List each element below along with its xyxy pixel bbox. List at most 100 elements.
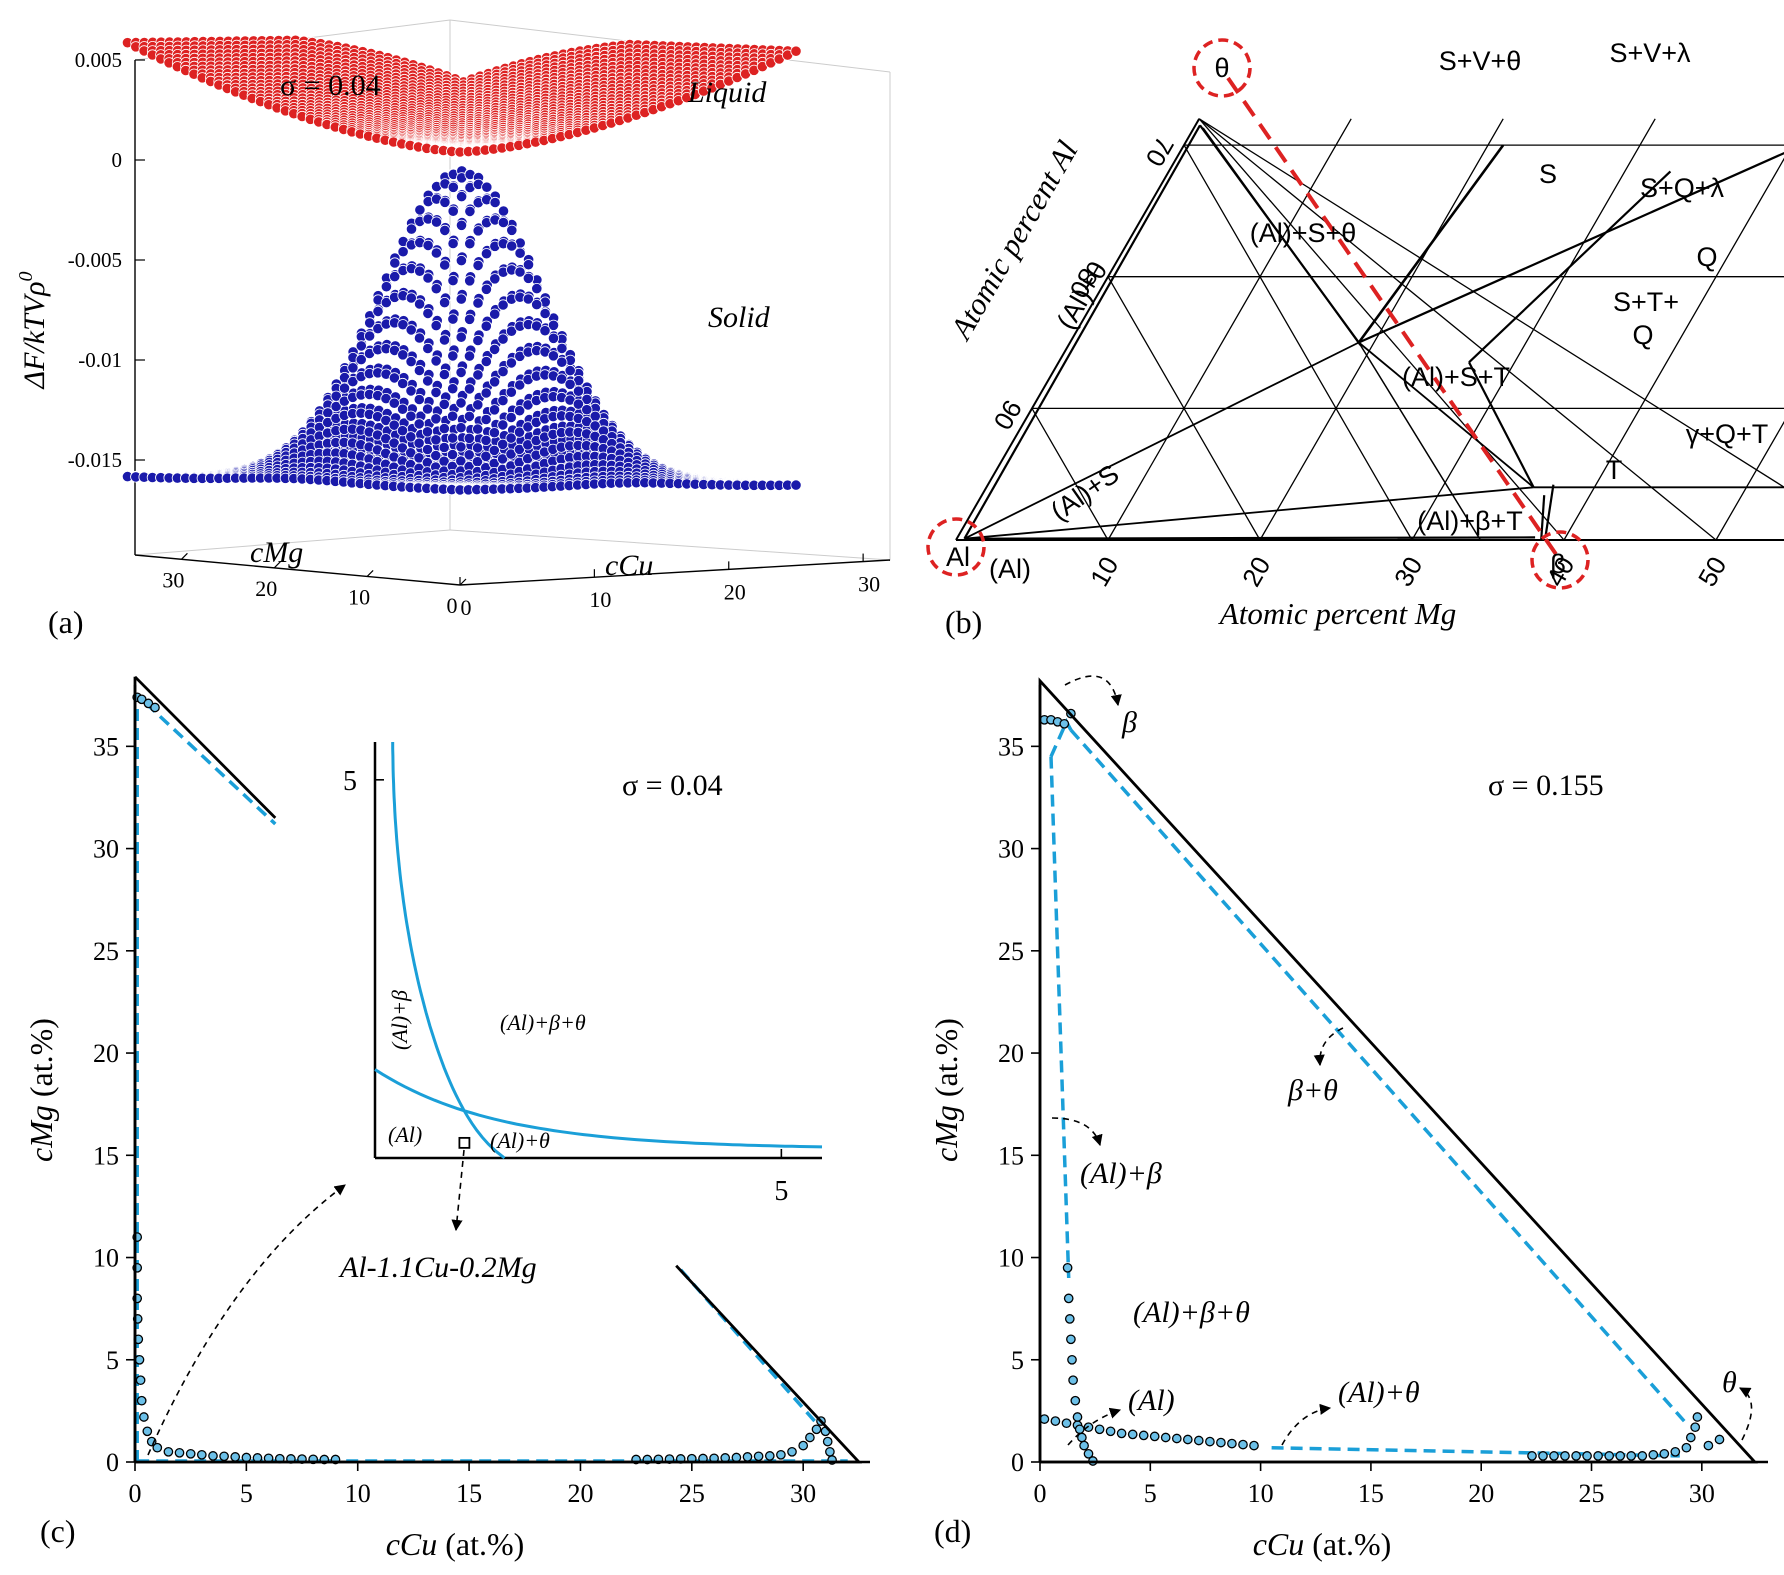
panel-b-region-labels: S+V+θ S+V+λS S+Q+λ(Al)+S+θQS+T+Q(Al)+S+Tγ+… xyxy=(946,38,1768,584)
phase-boundary-point xyxy=(1062,1262,1073,1273)
solid-surface-point xyxy=(481,181,493,193)
phase-boundary-point xyxy=(1070,1395,1081,1406)
solid-surface-point xyxy=(455,422,467,434)
inset-zoom-arrow xyxy=(147,1184,346,1456)
panel-c-x-axis-label: cCu (at.%) xyxy=(386,1526,525,1562)
z-tick-label: 0.005 xyxy=(75,48,122,72)
solid-surface-point xyxy=(531,298,543,311)
solid-surface-point xyxy=(414,204,426,216)
phase-boundary-point xyxy=(1059,718,1070,729)
panel-b-label: (b) xyxy=(945,604,982,640)
al-tick-label: 90 xyxy=(988,395,1028,435)
solid-surface-point xyxy=(531,282,543,295)
iso-al-line xyxy=(1198,118,1565,541)
phase-boundary xyxy=(964,536,1536,540)
solid-surface-point xyxy=(581,404,593,416)
solid-surface-point xyxy=(405,431,417,443)
solid-surface-point xyxy=(464,205,476,217)
y-tick-label: 30 xyxy=(93,835,119,864)
mg-tick-label: 30 xyxy=(162,567,184,592)
panel-b-ternary-diagram: S+V+θ S+V+λS S+Q+λ(Al)+S+θQS+T+Q(Al)+S+Tγ+… xyxy=(926,38,1784,640)
x-tick-label: 10 xyxy=(1248,1479,1274,1508)
y-tick-label: 10 xyxy=(93,1244,119,1273)
phase-boundary-point xyxy=(1050,1416,1061,1426)
phase-region-label: γ+Q+T xyxy=(1686,419,1769,449)
solid-surface-point xyxy=(463,383,476,395)
phase-boundary-point xyxy=(142,1426,153,1437)
x-tick-label: 30 xyxy=(1689,1479,1715,1508)
solid-surface-point xyxy=(480,434,492,446)
solid-surface-point xyxy=(505,411,517,424)
liquid-surface-point xyxy=(790,45,802,57)
phase-boundary-point xyxy=(135,1375,146,1386)
solid-surface-point xyxy=(447,237,459,250)
mg-tick xyxy=(181,552,188,560)
solid-surface-point xyxy=(388,419,400,431)
panel-c-axes: 0 5 10 15 20 25 30 0 5 10 15 20 25 30 35 xyxy=(93,685,870,1508)
phase-boundary-point xyxy=(1560,1451,1570,1461)
phase-boundary-point xyxy=(150,702,160,713)
solid-surface-point xyxy=(547,319,560,331)
solid-surface-point xyxy=(514,266,526,278)
solid-surface-point xyxy=(438,422,450,435)
panel-c-inset: 5 5 (Al)+β (Al)+β+θ (Al) (Al)+θ Al-1.1Cu-… xyxy=(147,742,823,1456)
panel-a-mg-axis-label: cMg xyxy=(250,536,303,569)
x-tick-label: 5 xyxy=(240,1479,253,1508)
phase-boundary-point xyxy=(152,1442,163,1453)
mg-tick-label: 50 xyxy=(1692,551,1732,591)
y-tick-label: 35 xyxy=(998,732,1024,761)
solid-surface-point xyxy=(422,375,434,387)
x-tick-label: 25 xyxy=(1579,1479,1605,1508)
phase-region-label: S+V+λ xyxy=(1609,38,1691,68)
solid-surface-point xyxy=(480,355,492,368)
solid-surface-point xyxy=(497,216,509,229)
solid-surface-point xyxy=(547,350,560,362)
solid-surface-point xyxy=(488,343,501,355)
solid-surface-point xyxy=(414,265,426,277)
solid-surface-point xyxy=(472,334,484,347)
panel-d-al-beta-label: (Al)+β xyxy=(1080,1157,1162,1190)
phase-boundary-point xyxy=(1637,1451,1648,1461)
theta-point-label: θ xyxy=(1214,53,1229,83)
solid-surface-point xyxy=(513,426,526,438)
x-tick-label: 0 xyxy=(129,1479,142,1508)
panel-a-solid-label: Solid xyxy=(708,301,771,334)
solid-surface-point xyxy=(405,385,417,397)
solid-surface-point xyxy=(422,272,434,284)
phase-boundary-point xyxy=(1067,1354,1077,1365)
solid-surface-point xyxy=(556,356,568,368)
y-tick-label: 15 xyxy=(93,1141,119,1170)
phase-region-label: (Al)+β+T xyxy=(1417,506,1523,536)
solid-surface-point xyxy=(455,191,468,203)
al-tick-label: 70 xyxy=(1140,132,1180,172)
mg-tick-label: 10 xyxy=(1084,551,1124,591)
phase-region-label: S+T+ xyxy=(1613,287,1679,317)
solid-surface-point xyxy=(480,248,493,260)
y-tick-label: 0 xyxy=(106,1448,119,1477)
phase-boundary-point xyxy=(196,1449,207,1460)
panel-d-label: (d) xyxy=(934,1513,971,1549)
tie-line-dashed xyxy=(144,702,277,826)
solid-surface-point xyxy=(422,239,434,251)
panel-a-z-label: ΔF/kTVρ0 xyxy=(15,272,51,390)
phase-boundary-point xyxy=(174,1447,185,1458)
inset-x-tick-label: 5 xyxy=(774,1176,788,1207)
panel-a-cu-axis-label: cCu xyxy=(605,549,653,582)
solid-surface-point xyxy=(489,273,501,285)
y-tick-label: 30 xyxy=(998,835,1024,864)
solid-surface-point xyxy=(413,393,425,406)
solid-surface-point xyxy=(405,292,417,304)
solid-surface-point xyxy=(438,398,450,410)
phase-boundary-point xyxy=(1083,1422,1094,1433)
phase-boundary-point xyxy=(1193,1435,1204,1446)
solid-surface-point xyxy=(364,317,376,329)
solid-surface-point xyxy=(513,405,526,417)
solid-surface-point xyxy=(430,247,442,259)
inset-y-tick-label: 5 xyxy=(343,766,357,797)
panel-d-beta-theta-label: β+θ xyxy=(1287,1074,1338,1107)
cu-tick-label: 0 xyxy=(461,595,472,620)
phase-boundary-point xyxy=(764,1451,775,1461)
z-tick-label: -0.01 xyxy=(78,348,122,372)
